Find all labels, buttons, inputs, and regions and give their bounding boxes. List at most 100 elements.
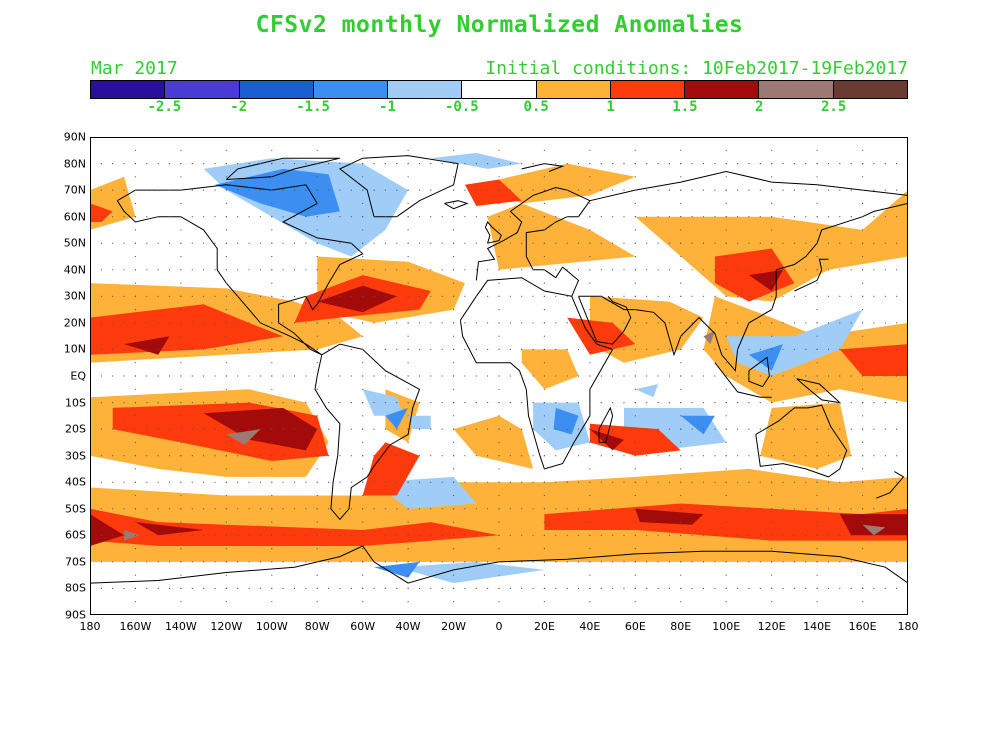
grid-dot [634,255,636,258]
colorbar-swatch [313,81,389,98]
grid-dot [600,561,602,563]
grid-dot [305,163,307,165]
grid-dot [691,295,693,297]
grid-dot [793,295,796,297]
grid-dot [634,388,636,390]
grid-dot [827,348,830,350]
grid-dot [862,441,864,443]
grid-dot [305,428,307,430]
grid-dot [441,322,443,324]
grid-dot [146,428,148,430]
grid-dot [589,534,591,536]
longitude-label: 0 [495,620,503,633]
grid-dot [168,534,171,536]
grid-dot [589,322,591,324]
grid-dot [362,282,364,284]
grid-dot [668,189,671,191]
grid-dot [180,202,182,204]
grid-dot [237,587,239,589]
grid-dot [680,163,682,165]
grid-dot [157,216,159,218]
grid-dot [555,455,557,457]
grid-dot [441,402,443,404]
grid-dot [827,295,830,297]
grid-dot [691,216,693,218]
grid-dot [373,242,375,244]
weak-positive-anomaly [760,402,852,469]
grid-dot [259,402,261,404]
grid-dot [725,402,727,404]
grid-dot [816,521,818,523]
grid-dot [702,508,705,510]
coast-antarctica [90,545,908,584]
grid-dot [384,561,386,563]
grid-dot [793,242,796,244]
grid-dot [100,242,102,244]
grid-dot [293,295,296,297]
grid-dot [316,455,318,457]
grid-dot [146,189,148,191]
grid-dot [350,587,352,589]
grid-dot [134,508,136,510]
mid-negative-anomaly [215,168,340,217]
grid-dot [896,455,898,457]
grid-dot [248,242,250,244]
grid-dot [816,149,818,151]
grid-dot [805,348,807,350]
grid-dot [634,375,636,377]
grid-dot [396,322,398,324]
grid-dot [259,269,261,271]
grid-dot [566,269,568,271]
grid-dot [816,362,818,364]
grid-dot [816,242,818,244]
grid-dot [634,415,636,417]
grid-dot [714,587,716,589]
grid-dot [271,309,273,311]
grid-dot [316,508,318,510]
grid-dot [646,295,648,297]
grid-dot [248,322,250,324]
grid-dot [282,322,284,324]
grid-dot [407,415,409,417]
grid-dot [453,428,455,430]
grid-dot [839,534,841,536]
grid-dot [839,295,841,297]
grid-dot [475,216,477,218]
grid-dot [271,508,273,510]
grid-dot [612,189,614,191]
coast-new-guinea [796,378,842,404]
grid-dot [816,322,818,324]
grid-dot [180,402,182,404]
grid-dot [362,375,364,377]
grid-dot [759,428,761,430]
grid-dot [339,216,341,218]
grid-dot [282,242,284,244]
grid-dot [532,322,534,324]
grid-dot [896,242,898,244]
longitude-label: 80E [670,620,692,633]
grid-dot [805,428,807,430]
grid-dot [714,481,716,483]
grid-dot [577,375,580,377]
extreme-positive-anomaly [862,524,886,536]
grid-dot [543,441,545,443]
grid-dot [407,548,409,550]
grid-dot [180,548,182,550]
grid-dot [623,534,625,536]
grid-dot [453,587,455,589]
grid-dot [453,455,455,457]
grid-dot [566,242,568,244]
grid-dot [384,428,386,430]
grid-dot [123,375,125,377]
grid-dot [384,322,386,324]
grid-dot [634,561,636,563]
grid-dot [362,255,364,258]
grid-dot [566,163,568,165]
grid-dot [771,521,773,523]
grid-dot [748,348,750,350]
grid-dot [180,388,182,390]
grid-dot [180,587,182,589]
grid-dot [396,428,398,430]
mid-positive-anomaly [464,179,522,206]
grid-dot [873,348,875,350]
